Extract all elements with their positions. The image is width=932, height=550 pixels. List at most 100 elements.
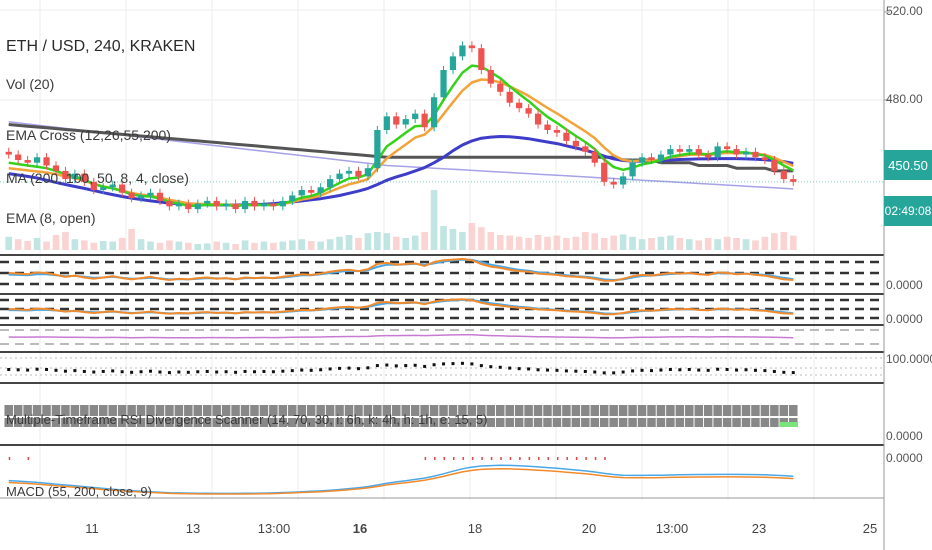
scanner-cell [713,418,722,427]
scanner-cell [240,418,250,427]
symbol-title[interactable]: ETH / USD, 240, KRAKEN [6,38,196,55]
candle-body [676,149,683,152]
scanner-cell [259,405,269,416]
volume-bar [270,242,277,250]
candle-body [355,170,362,177]
candle-body [33,157,41,163]
candle-body [119,184,126,193]
volume-bars [5,190,797,250]
candle-body [137,195,145,199]
scanner-cell [486,405,496,416]
scanner-cell [184,418,193,427]
indicator-label-ma[interactable]: MA (200, 100, 50, 8, 4, close) [6,170,189,186]
scanner-cell [250,418,259,427]
dot-marker [328,367,332,371]
candle-body [506,91,513,103]
dot-marker [224,370,228,374]
dot-marker [366,366,370,370]
scanner-cell [609,418,618,427]
scanner-cell [713,405,722,416]
scanner-cell [259,418,269,427]
volume-bar [582,232,589,250]
scanner-cell [335,418,344,427]
scanner-cell [61,405,70,416]
scanner-cell [354,405,363,416]
volume-bar [147,241,154,250]
scanner-cell [439,405,448,416]
divergence-marker [556,457,559,460]
scanner-cell [458,418,467,427]
volume-bar [52,235,60,250]
dot-marker [460,361,464,365]
scanner-cell [410,418,420,427]
volume-bar [421,232,428,250]
indicator-label-ema-open[interactable]: EMA (8, open) [6,210,96,226]
scanner-cell [505,418,514,427]
volume-bar [90,242,98,250]
candle-body [213,200,220,207]
candle-body [402,119,409,125]
divergence-marker [585,457,587,460]
candle-body [24,160,31,163]
volume-bar [383,233,391,250]
scanner-cell [637,418,647,427]
scanner-cell [89,418,99,427]
scanner-cell [202,418,212,427]
divergence-marker [538,457,540,460]
scanner-cell [4,418,13,427]
candle-body [185,203,192,210]
dot-marker [593,370,597,374]
candle-body [298,190,305,196]
volume-bar [374,232,381,250]
candle-body [723,146,731,150]
candle-body [449,56,457,70]
volume-bar [676,238,684,250]
scanner-cell [401,418,410,427]
scanner-cell [80,405,89,416]
candle-body [374,130,381,169]
scanner-cell [306,405,316,416]
volume-bar [345,235,353,250]
candle-body [175,203,182,207]
dot-marker [432,363,436,367]
indicator-label-rsi-scanner[interactable]: Multiple-Timeframe RSI Divergence Scanne… [6,412,488,427]
price-axis[interactable] [883,0,932,550]
indicator-label-vol[interactable]: Vol (20) [6,76,55,92]
scanner-cell [694,405,704,416]
candles[interactable] [5,41,797,214]
scanner-cell [410,405,420,416]
scanner-cell [429,405,439,416]
candle-body [128,192,135,199]
candle-body [71,173,79,180]
dot-marker [423,364,427,368]
scanner-cell [250,405,259,416]
scanner-cell [647,405,656,416]
scanner-cell [401,405,410,416]
candle-body [232,203,239,210]
scanner-cell [590,405,600,416]
volume-bar [600,238,608,250]
divergence-marker [424,457,427,460]
dot-marker [243,369,247,373]
scanner-cell [373,418,382,427]
candle-body [440,70,447,98]
scanner-cell [628,418,637,427]
candle-body [260,203,268,207]
scanner-cell [618,418,628,427]
dot-marker [640,368,644,372]
indicator-label-macd[interactable]: MACD (55, 200, close, 9) [6,484,152,499]
scanner-cell [533,405,543,416]
scanner-cell [32,405,42,416]
scanner-cell [363,405,373,416]
price-label-480: 480.00 [886,92,923,106]
candle-body [90,181,97,190]
volume-bar [203,243,211,250]
scanner-cell [770,418,779,427]
volume-bar [317,241,324,250]
scanner-cell [146,418,155,427]
indicator-label-ema-cross[interactable]: EMA Cross (12,26,55,200) [6,127,171,143]
dot-marker [574,369,578,373]
dot-marker [101,369,105,373]
scanner-cell [32,418,42,427]
